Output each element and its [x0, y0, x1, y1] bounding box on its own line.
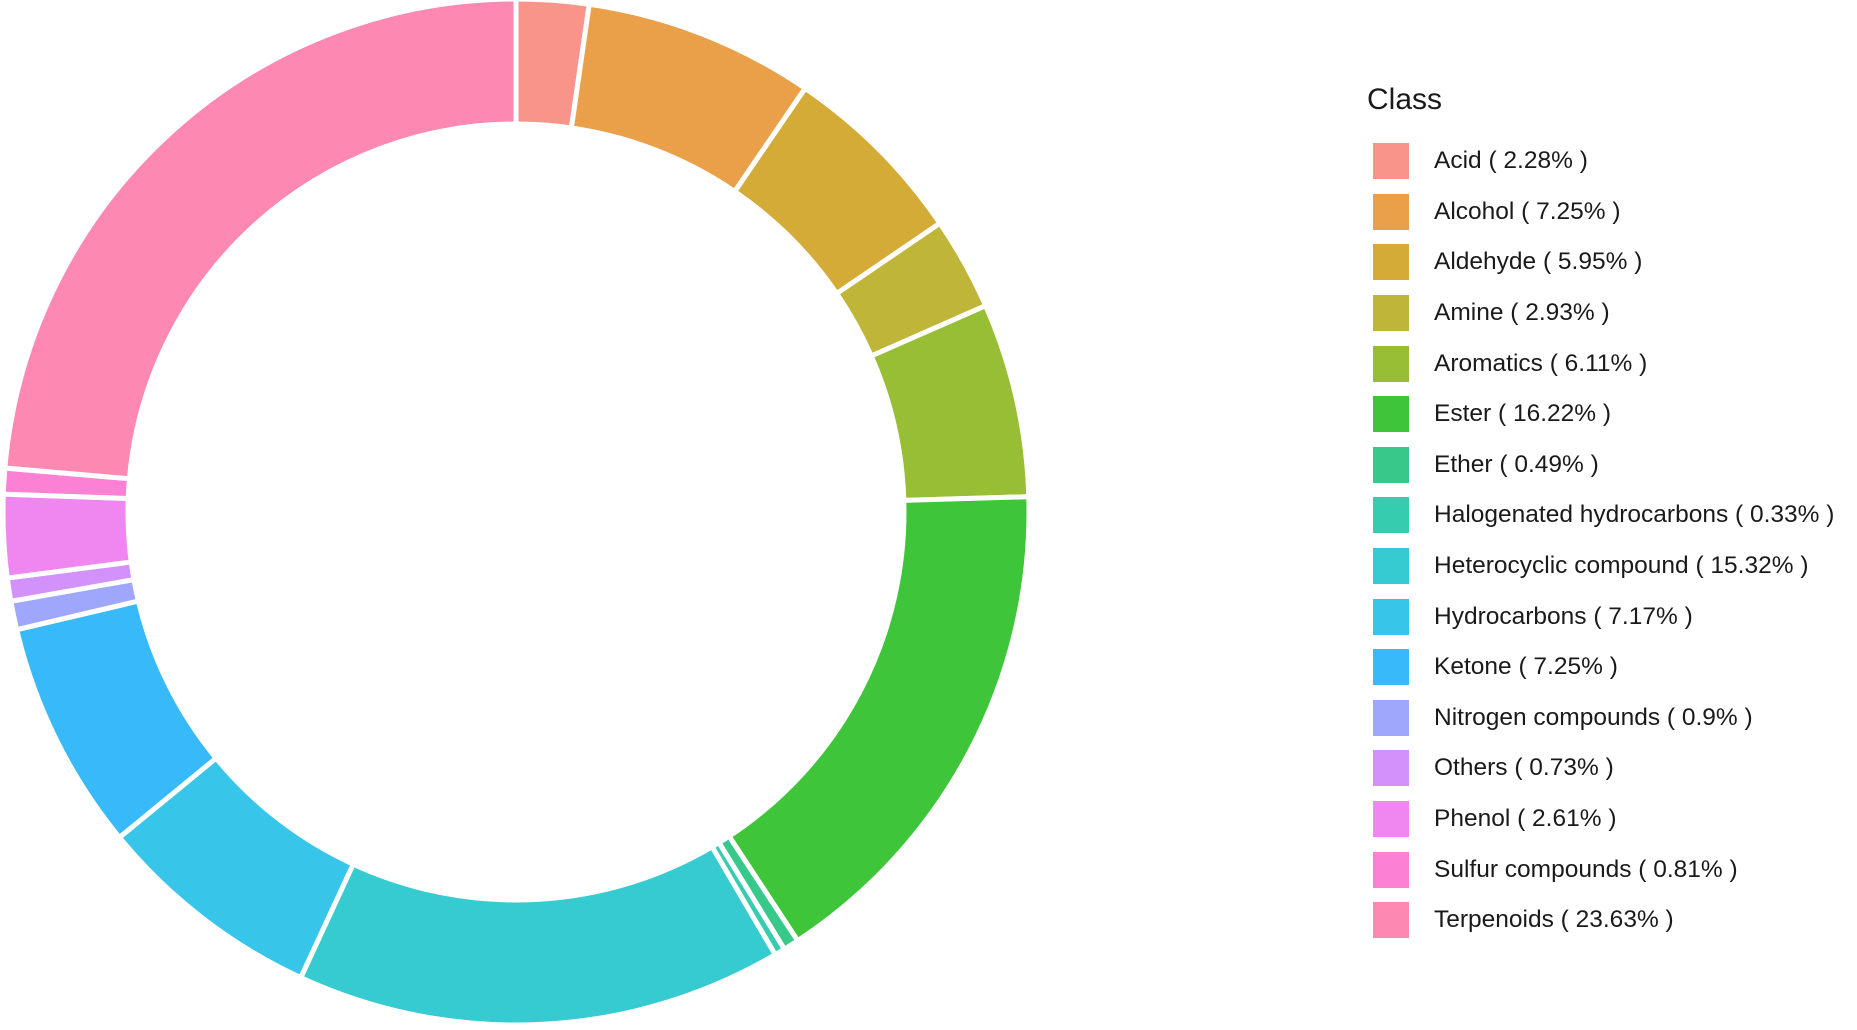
legend-item: Ketone ( 7.25% ): [1366, 642, 1834, 693]
legend-label: Nitrogen compounds ( 0.9% ): [1434, 703, 1753, 731]
legend-items: Acid ( 2.28% ) Alcohol ( 7.25% ) Aldehyde …: [1366, 136, 1834, 946]
legend-item: Terpenoids ( 23.63% ): [1366, 895, 1834, 946]
legend-item: Ester ( 16.22% ): [1366, 389, 1834, 440]
donut-chart: [0, 0, 1032, 1028]
legend-label: Phenol ( 2.61% ): [1434, 805, 1617, 833]
legend-item: Amine ( 2.93% ): [1366, 288, 1834, 339]
legend-swatch: [1373, 902, 1409, 939]
legend-swatch: [1373, 851, 1409, 888]
legend-swatch: [1373, 193, 1409, 230]
legend-item: Aromatics ( 6.11% ): [1366, 338, 1834, 389]
donut-slice: [725, 494, 1032, 945]
legend-label: Halogenated hydrocarbons ( 0.33% ): [1434, 501, 1835, 529]
legend-label: Terpenoids ( 23.63% ): [1434, 906, 1674, 934]
legend-item: Heterocyclic compound ( 15.32% ): [1366, 541, 1834, 592]
legend-item: Hydrocarbons ( 7.17% ): [1366, 591, 1834, 642]
legend-swatch: [1373, 649, 1409, 686]
legend-swatch: [1373, 446, 1409, 483]
legend-item: Alcohol ( 7.25% ): [1366, 187, 1834, 238]
legend-label: Acid ( 2.28% ): [1434, 147, 1588, 175]
legend-item: Phenol ( 2.61% ): [1366, 794, 1834, 845]
legend-item: Others ( 0.73% ): [1366, 743, 1834, 794]
legend-swatch: [1373, 295, 1409, 332]
legend-swatch: [1373, 750, 1409, 787]
legend-label: Alcohol ( 7.25% ): [1434, 197, 1621, 225]
legend-title: Class: [1367, 83, 1443, 116]
legend-label: Aldehyde ( 5.95% ): [1434, 248, 1643, 276]
legend-label: Sulfur compounds ( 0.81% ): [1434, 855, 1738, 883]
legend-swatch: [1373, 548, 1409, 585]
legend-swatch: [1373, 801, 1409, 838]
legend-item: Acid ( 2.28% ): [1366, 136, 1834, 187]
legend-label: Amine ( 2.93% ): [1434, 299, 1610, 327]
legend-swatch: [1373, 143, 1409, 180]
legend: Class Acid ( 2.28% ) Alcohol ( 7.25% ) Ald…: [1366, 82, 1834, 946]
legend-label: Ether ( 0.49% ): [1434, 450, 1599, 478]
legend-swatch: [1373, 497, 1409, 534]
legend-label: Ester ( 16.22% ): [1434, 400, 1612, 428]
legend-label: Heterocyclic compound ( 15.32% ): [1434, 552, 1809, 580]
legend-item: Sulfur compounds ( 0.81% ): [1366, 844, 1834, 895]
legend-swatch: [1373, 244, 1409, 281]
legend-item: Ether ( 0.49% ): [1366, 440, 1834, 491]
legend-swatch: [1373, 345, 1409, 382]
donut-slice: [0, 491, 135, 581]
legend-label: Aromatics ( 6.11% ): [1434, 349, 1648, 377]
donut-slice: [2, 0, 519, 482]
donut-slices: [0, 0, 1032, 1028]
legend-label: Ketone ( 7.25% ): [1434, 653, 1618, 681]
legend-swatch: [1373, 396, 1409, 433]
legend-label: Hydrocarbons ( 7.17% ): [1434, 602, 1693, 630]
legend-item: Halogenated hydrocarbons ( 0.33% ): [1366, 490, 1834, 541]
legend-swatch: [1373, 699, 1409, 736]
legend-label: Others ( 0.73% ): [1434, 754, 1614, 782]
legend-item: Aldehyde ( 5.95% ): [1366, 237, 1834, 288]
donut-slice: [297, 843, 779, 1028]
legend-swatch: [1373, 598, 1409, 635]
legend-item: Nitrogen compounds ( 0.9% ): [1366, 693, 1834, 744]
